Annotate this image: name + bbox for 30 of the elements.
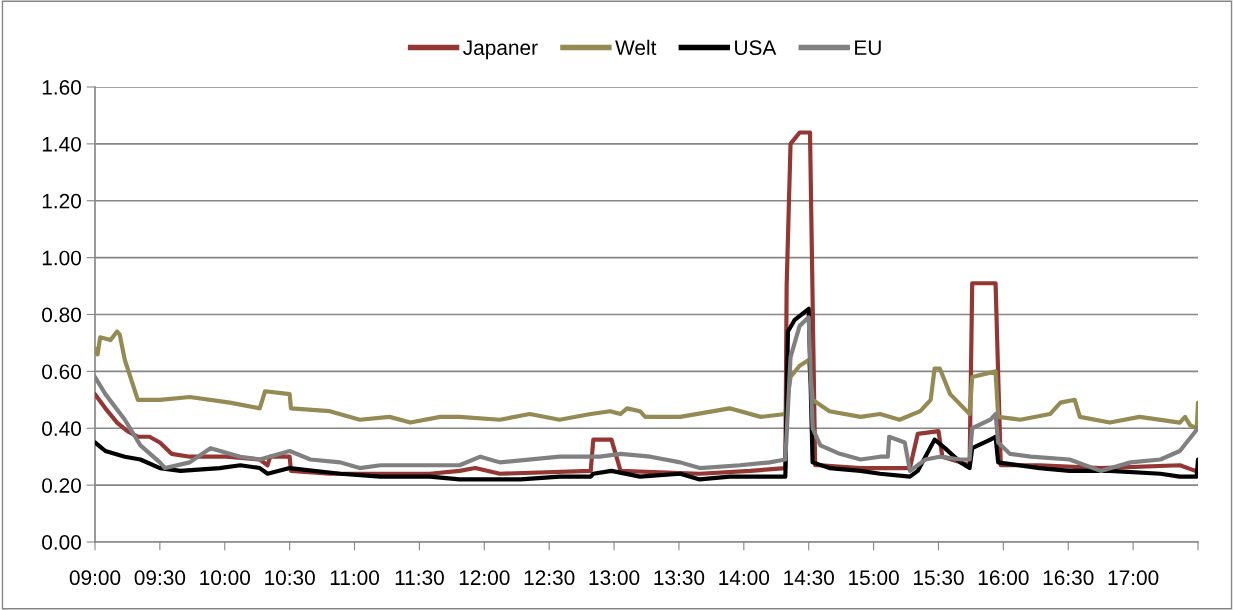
- legend-label: Japaner: [463, 40, 538, 60]
- x-tick-label: 12:30: [524, 570, 575, 586]
- x-tick-label: 14:30: [784, 570, 834, 586]
- x-tick-label: 17:00: [1108, 570, 1159, 586]
- y-tick-label: 0.40: [42, 421, 81, 436]
- y-tick-label: 1.20: [42, 193, 81, 209]
- x-tick-label: 09:30: [134, 570, 186, 586]
- legend-label: Welt: [615, 39, 657, 56]
- x-tick-label: 11:00: [330, 570, 380, 586]
- x-tick-label: 15:30: [913, 570, 964, 586]
- y-tick-label: 1.60: [42, 80, 81, 95]
- x-tick-label: 13:00: [589, 570, 640, 586]
- y-tick-label: 0.80: [42, 307, 81, 323]
- legend-label: USA: [735, 40, 777, 56]
- y-tick-label: 0.60: [42, 364, 81, 380]
- x-tick-label: 15:00: [849, 570, 899, 586]
- y-tick-label: 1.00: [42, 250, 81, 266]
- x-tick-label: 10:00: [200, 570, 251, 586]
- y-tick-label: 0.20: [42, 478, 81, 493]
- y-tick-label: 1.40: [42, 136, 81, 152]
- x-tick-label: 16:00: [978, 570, 1029, 586]
- x-tick-label: 11:30: [395, 570, 444, 586]
- legend-label: EU: [855, 40, 881, 56]
- y-tick-label: 0.00: [42, 535, 81, 550]
- x-tick-label: 09:00: [69, 570, 121, 586]
- x-tick-label: 13:30: [654, 570, 705, 586]
- x-tick-label: 10:30: [265, 570, 315, 586]
- x-tick-label: 12:00: [459, 570, 510, 586]
- x-tick-label: 14:00: [719, 570, 770, 586]
- x-tick-label: 16:30: [1043, 570, 1094, 586]
